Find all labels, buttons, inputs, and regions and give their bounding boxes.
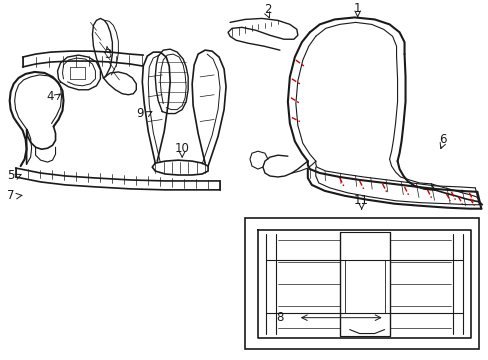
Text: 11: 11 bbox=[353, 194, 368, 207]
Bar bbox=[244, 217, 478, 350]
Text: 4: 4 bbox=[47, 90, 54, 103]
Text: 10: 10 bbox=[174, 142, 189, 155]
Text: 6: 6 bbox=[438, 133, 445, 146]
Text: 7: 7 bbox=[7, 189, 14, 202]
Text: 3: 3 bbox=[103, 48, 111, 60]
Text: 8: 8 bbox=[276, 311, 283, 324]
Text: 2: 2 bbox=[264, 3, 271, 16]
Text: 5: 5 bbox=[7, 170, 14, 183]
Text: 1: 1 bbox=[353, 2, 361, 15]
Text: 9: 9 bbox=[136, 107, 144, 120]
